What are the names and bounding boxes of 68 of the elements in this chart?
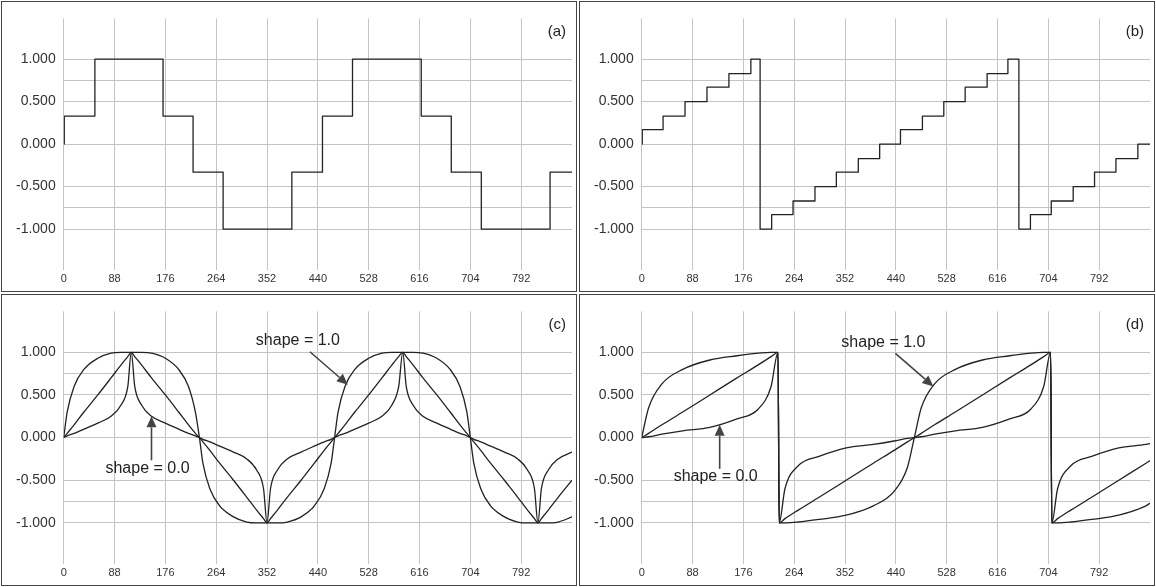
- x-tick-label: 88: [108, 566, 121, 579]
- y-tick-label: 0.500: [598, 92, 634, 109]
- x-tick-label: 264: [785, 566, 804, 579]
- annotation: shape = 1.0: [255, 331, 341, 349]
- x-tick-label: 616: [988, 566, 1007, 579]
- x-tick-label: 352: [257, 566, 277, 579]
- x-tick-label: 0: [638, 272, 645, 285]
- x-tick-label: 528: [937, 272, 956, 285]
- x-tick-label: 264: [785, 272, 804, 285]
- chart-title: (b): [1125, 22, 1144, 40]
- x-tick-label: 616: [410, 566, 429, 579]
- y-tick-label: -0.500: [15, 471, 56, 488]
- x-tick-label: 440: [886, 566, 906, 579]
- x-tick-label: 440: [886, 272, 906, 285]
- x-tick-label: 792: [1089, 272, 1109, 285]
- y-tick-label: 0.000: [598, 134, 634, 151]
- y-tick-label: -1.000: [15, 219, 56, 236]
- x-tick-label: 264: [207, 566, 226, 579]
- x-tick-label: 528: [937, 566, 956, 579]
- y-tick-label: 1.000: [598, 343, 634, 360]
- x-tick-label: 0: [638, 566, 645, 579]
- x-tick-label: 88: [108, 272, 121, 285]
- annotation: shape = 1.0: [841, 332, 926, 350]
- x-tick-label: 176: [156, 566, 175, 579]
- x-tick-label: 0: [60, 566, 67, 579]
- chart-title: (a): [547, 22, 566, 40]
- y-tick-label: 0.500: [20, 92, 56, 109]
- y-tick-label: 0.500: [20, 385, 56, 402]
- x-tick-label: 704: [1039, 566, 1058, 579]
- x-tick-label: 88: [686, 566, 699, 579]
- y-tick-label: 0.000: [598, 428, 634, 445]
- y-tick-label: -0.500: [593, 471, 634, 488]
- annotation: shape = 0.0: [105, 458, 190, 476]
- x-tick-label: 528: [359, 566, 378, 579]
- y-tick-label: -0.500: [15, 177, 56, 194]
- x-tick-label: 792: [1089, 566, 1109, 579]
- x-tick-label: 0: [60, 272, 67, 285]
- x-tick-label: 704: [1039, 272, 1058, 285]
- chart-title: (d): [1125, 315, 1144, 333]
- y-tick-label: -1.000: [593, 219, 634, 236]
- y-tick-label: -1.000: [593, 513, 634, 530]
- annotation: shape = 0.0: [673, 467, 758, 485]
- x-tick-label: 176: [156, 272, 175, 285]
- y-tick-label: 0.000: [20, 428, 56, 445]
- y-tick-label: 1.000: [20, 343, 56, 360]
- y-tick-label: 1.000: [20, 50, 56, 67]
- x-tick-label: 704: [461, 566, 480, 579]
- x-tick-label: 352: [835, 272, 855, 285]
- x-tick-label: 440: [308, 272, 328, 285]
- x-tick-label: 528: [359, 272, 378, 285]
- x-tick-label: 616: [410, 272, 429, 285]
- x-tick-label: 792: [511, 272, 531, 285]
- y-tick-label: 1.000: [598, 50, 634, 67]
- y-tick-label: 0.500: [598, 385, 634, 402]
- x-tick-label: 616: [988, 272, 1007, 285]
- x-tick-label: 792: [511, 566, 531, 579]
- x-tick-label: 704: [461, 272, 480, 285]
- x-tick-label: 176: [734, 566, 753, 579]
- x-tick-label: 440: [308, 566, 328, 579]
- chart-title: (c): [548, 315, 566, 333]
- x-tick-label: 264: [207, 272, 226, 285]
- y-tick-label: -0.500: [593, 177, 634, 194]
- x-tick-label: 176: [734, 272, 753, 285]
- x-tick-label: 352: [257, 272, 277, 285]
- x-tick-label: 352: [835, 566, 855, 579]
- y-tick-label: -1.000: [15, 513, 56, 530]
- y-tick-label: 0.000: [20, 134, 56, 151]
- x-tick-label: 88: [686, 272, 699, 285]
